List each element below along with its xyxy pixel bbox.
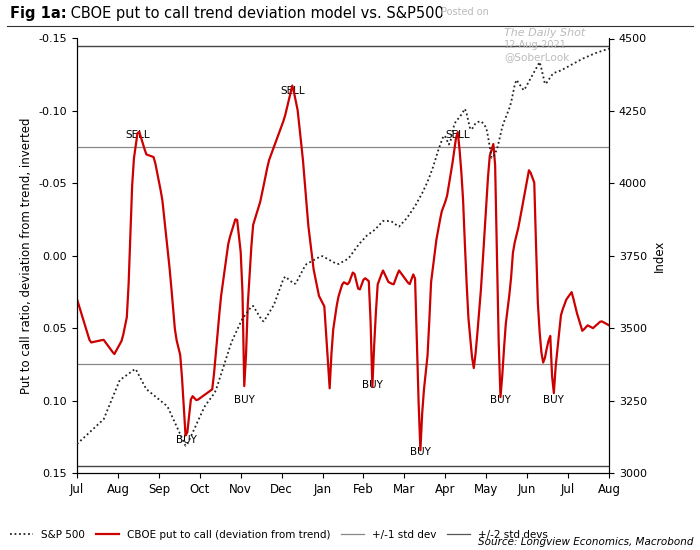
Text: Posted on: Posted on [441,7,489,17]
Text: 12-Aug-2021: 12-Aug-2021 [504,40,567,50]
Text: @SoberLook: @SoberLook [504,52,569,62]
Legend: S&P 500, CBOE put to call (deviation from trend), +/-1 std dev, +/-2 std devs: S&P 500, CBOE put to call (deviation fro… [6,525,552,544]
Y-axis label: Index: Index [652,240,666,272]
Text: SELL: SELL [445,130,470,140]
Text: 2020: 2020 [164,0,194,1]
Text: BUY: BUY [489,395,510,405]
Text: The Daily Shot: The Daily Shot [504,28,585,38]
Text: SELL: SELL [280,86,304,96]
Text: Source: Longview Economics, Macrobond: Source: Longview Economics, Macrobond [477,537,693,547]
Text: BUY: BUY [176,436,197,446]
Text: CBOE put to call trend deviation model vs. S&P500: CBOE put to call trend deviation model v… [66,6,444,21]
Text: BUY: BUY [410,447,430,457]
Text: 2021: 2021 [440,0,470,1]
Text: SELL: SELL [126,130,150,140]
Y-axis label: Put to call ratio, deviation from trend, inverted: Put to call ratio, deviation from trend,… [20,118,33,394]
Text: Fig 1a:: Fig 1a: [10,6,67,21]
Text: BUY: BUY [362,380,383,390]
Text: BUY: BUY [234,395,255,405]
Text: BUY: BUY [542,395,564,405]
